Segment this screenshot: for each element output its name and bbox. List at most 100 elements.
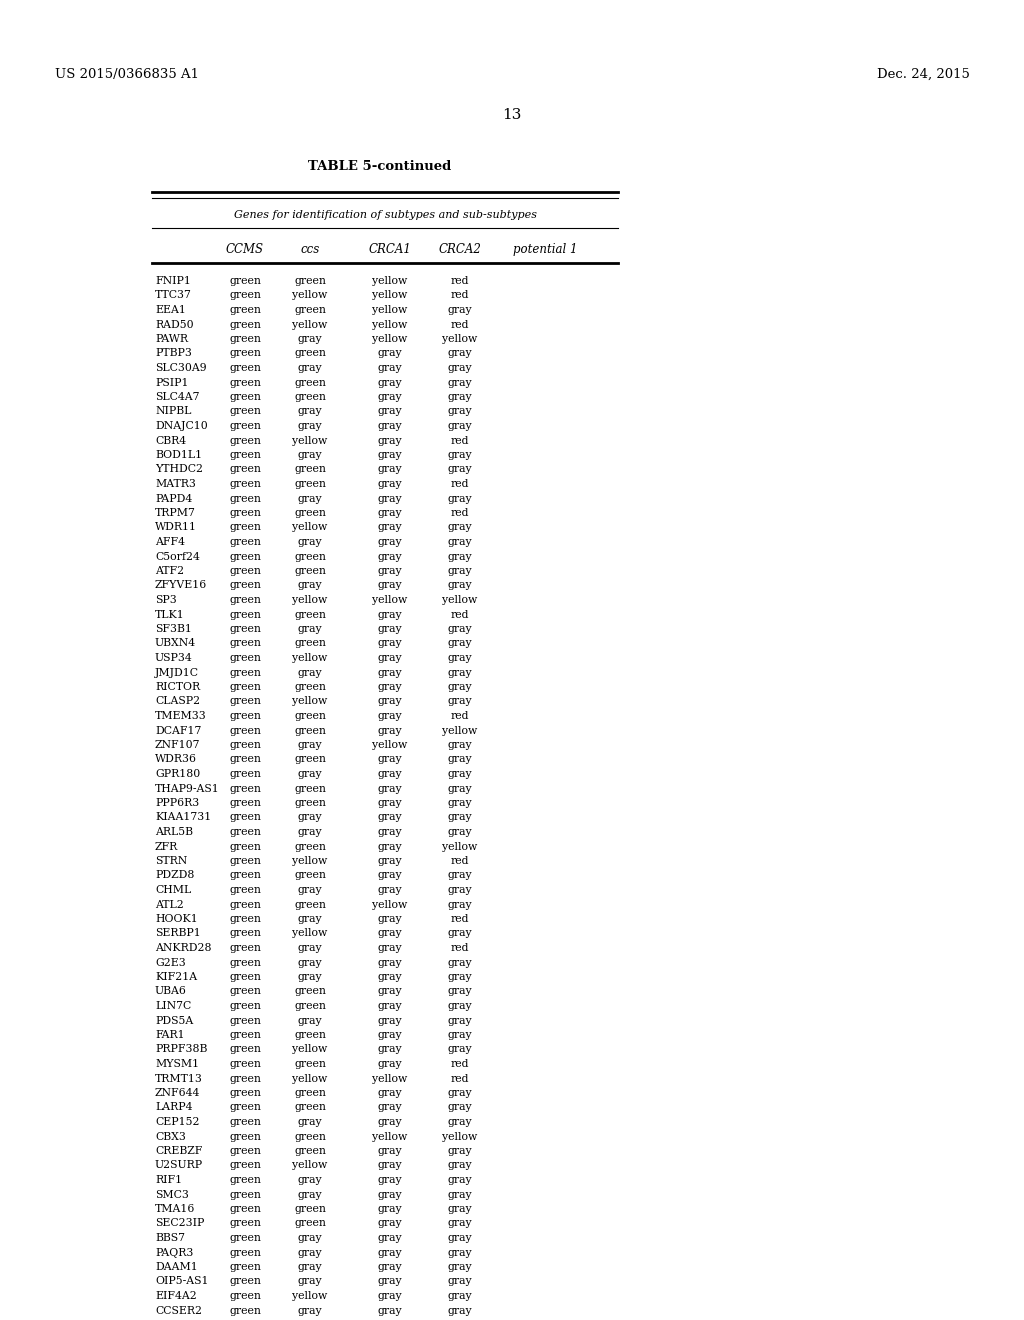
- Text: CREBZF: CREBZF: [155, 1146, 203, 1156]
- Text: yellow: yellow: [442, 1131, 477, 1142]
- Text: gray: gray: [447, 972, 472, 982]
- Text: gray: gray: [378, 610, 402, 619]
- Text: yellow: yellow: [293, 523, 328, 532]
- Text: green: green: [294, 479, 326, 488]
- Text: gray: gray: [447, 392, 472, 403]
- Text: gray: gray: [298, 741, 323, 750]
- Text: green: green: [294, 1131, 326, 1142]
- Text: gray: gray: [298, 884, 323, 895]
- Text: green: green: [229, 986, 261, 997]
- Text: gray: gray: [298, 1117, 323, 1127]
- Text: gray: gray: [378, 523, 402, 532]
- Text: gray: gray: [298, 581, 323, 590]
- Text: THAP9-AS1: THAP9-AS1: [155, 784, 220, 793]
- Text: CCMS: CCMS: [226, 243, 264, 256]
- Text: potential 1: potential 1: [513, 243, 578, 256]
- Text: green: green: [229, 957, 261, 968]
- Text: gray: gray: [447, 1233, 472, 1243]
- Text: US 2015/0366835 A1: US 2015/0366835 A1: [55, 69, 199, 81]
- Text: ATF2: ATF2: [155, 566, 184, 576]
- Text: green: green: [229, 884, 261, 895]
- Text: gray: gray: [447, 1001, 472, 1011]
- Text: STRN: STRN: [155, 855, 187, 866]
- Text: PTBP3: PTBP3: [155, 348, 191, 359]
- Text: gray: gray: [447, 639, 472, 648]
- Text: green: green: [229, 942, 261, 953]
- Text: green: green: [229, 1088, 261, 1098]
- Text: gray: gray: [378, 479, 402, 488]
- Text: green: green: [294, 755, 326, 764]
- Text: green: green: [229, 928, 261, 939]
- Text: green: green: [229, 348, 261, 359]
- Text: green: green: [229, 813, 261, 822]
- Text: gray: gray: [447, 407, 472, 417]
- Text: yellow: yellow: [373, 899, 408, 909]
- Text: green: green: [294, 1030, 326, 1040]
- Text: gray: gray: [447, 928, 472, 939]
- Text: PDS5A: PDS5A: [155, 1015, 194, 1026]
- Text: green: green: [229, 828, 261, 837]
- Text: gray: gray: [447, 348, 472, 359]
- Text: gray: gray: [378, 884, 402, 895]
- Text: gray: gray: [378, 1001, 402, 1011]
- Text: gray: gray: [447, 1102, 472, 1113]
- Text: gray: gray: [378, 697, 402, 706]
- Text: green: green: [294, 392, 326, 403]
- Text: green: green: [229, 870, 261, 880]
- Text: gray: gray: [378, 1088, 402, 1098]
- Text: AFF4: AFF4: [155, 537, 185, 546]
- Text: yellow: yellow: [442, 334, 477, 345]
- Text: red: red: [451, 276, 469, 286]
- Text: gray: gray: [447, 552, 472, 561]
- Text: DAAM1: DAAM1: [155, 1262, 198, 1272]
- Text: green: green: [229, 363, 261, 374]
- Text: gray: gray: [447, 1218, 472, 1229]
- Text: gray: gray: [447, 537, 472, 546]
- Text: green: green: [294, 1102, 326, 1113]
- Text: gray: gray: [298, 668, 323, 677]
- Text: TMEM33: TMEM33: [155, 711, 207, 721]
- Text: gray: gray: [378, 1247, 402, 1258]
- Text: TRMT13: TRMT13: [155, 1073, 203, 1084]
- Text: gray: gray: [447, 884, 472, 895]
- Text: ZFYVE16: ZFYVE16: [155, 581, 207, 590]
- Text: green: green: [229, 972, 261, 982]
- Text: LARP4: LARP4: [155, 1102, 193, 1113]
- Text: green: green: [294, 682, 326, 692]
- Text: gray: gray: [298, 1233, 323, 1243]
- Text: gray: gray: [378, 450, 402, 459]
- Text: gray: gray: [378, 581, 402, 590]
- Text: green: green: [229, 1276, 261, 1287]
- Text: gray: gray: [447, 653, 472, 663]
- Text: gray: gray: [298, 972, 323, 982]
- Text: PDZD8: PDZD8: [155, 870, 195, 880]
- Text: green: green: [229, 1117, 261, 1127]
- Text: gray: gray: [378, 711, 402, 721]
- Text: gray: gray: [298, 624, 323, 634]
- Text: gray: gray: [378, 870, 402, 880]
- Text: MATR3: MATR3: [155, 479, 196, 488]
- Text: LIN7C: LIN7C: [155, 1001, 191, 1011]
- Text: gray: gray: [447, 1291, 472, 1302]
- Text: gray: gray: [378, 552, 402, 561]
- Text: gray: gray: [298, 942, 323, 953]
- Text: green: green: [229, 1073, 261, 1084]
- Text: green: green: [229, 1030, 261, 1040]
- Text: gray: gray: [378, 392, 402, 403]
- Text: KIF21A: KIF21A: [155, 972, 198, 982]
- Text: yellow: yellow: [373, 276, 408, 286]
- Text: green: green: [229, 276, 261, 286]
- Text: gray: gray: [378, 407, 402, 417]
- Text: Dec. 24, 2015: Dec. 24, 2015: [878, 69, 970, 81]
- Text: green: green: [294, 1088, 326, 1098]
- Text: gray: gray: [447, 682, 472, 692]
- Text: green: green: [294, 1146, 326, 1156]
- Text: green: green: [229, 465, 261, 474]
- Text: gray: gray: [447, 465, 472, 474]
- Text: gray: gray: [378, 1262, 402, 1272]
- Text: gray: gray: [378, 465, 402, 474]
- Text: yellow: yellow: [293, 697, 328, 706]
- Text: green: green: [229, 421, 261, 432]
- Text: FNIP1: FNIP1: [155, 276, 190, 286]
- Text: gray: gray: [447, 1015, 472, 1026]
